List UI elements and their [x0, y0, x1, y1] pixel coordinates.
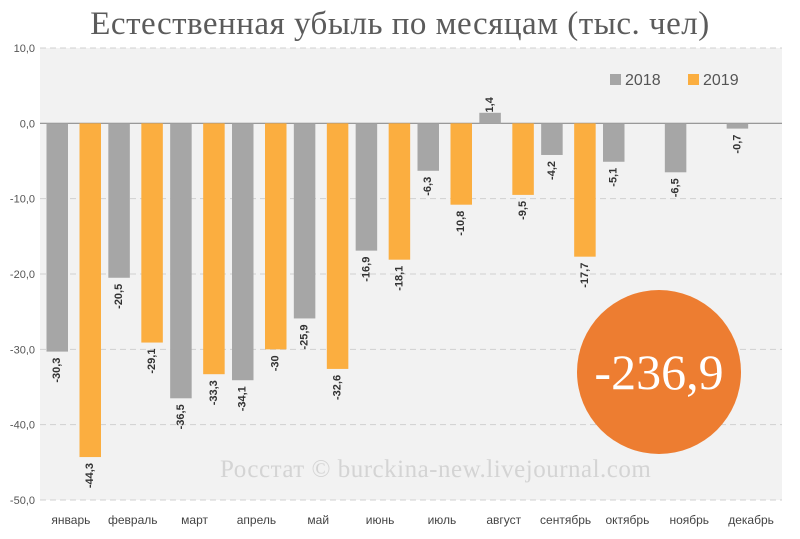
bar-2019 — [450, 123, 472, 205]
data-label: -25,9 — [298, 324, 310, 349]
x-category-label: январь — [51, 513, 90, 527]
bar-2018 — [108, 123, 130, 278]
bar-2019 — [388, 123, 411, 260]
data-label: -30,3 — [51, 358, 63, 383]
data-label: -0,7 — [731, 135, 743, 154]
bar-2019 — [79, 123, 101, 458]
data-label: -36,5 — [175, 404, 187, 429]
data-label: -16,9 — [360, 257, 372, 282]
bar-2019 — [326, 123, 349, 369]
bar-2018 — [664, 123, 687, 173]
data-label: -9,5 — [517, 201, 529, 220]
y-tick-label: 10,0 — [14, 43, 35, 55]
data-label: -6,5 — [669, 178, 681, 197]
y-tick-label: -10,0 — [10, 194, 35, 206]
data-label: -44,3 — [84, 463, 96, 488]
y-tick-label: -50,0 — [10, 495, 35, 507]
bar-2019 — [141, 123, 163, 343]
data-label: -17,7 — [579, 263, 591, 288]
gridlines — [40, 47, 782, 501]
bar-2019 — [203, 123, 225, 375]
bar-2018 — [46, 123, 68, 352]
legend-swatch-2018 — [610, 74, 621, 85]
x-category-label: май — [307, 513, 329, 527]
bar-2018 — [355, 123, 378, 251]
data-label: -34,1 — [237, 386, 249, 411]
x-category-label: октябрь — [605, 513, 649, 527]
bar-2019 — [265, 123, 287, 350]
x-category-label: ноябрь — [669, 513, 709, 527]
data-label: -20,5 — [113, 284, 125, 309]
x-category-label: июль — [428, 513, 457, 527]
bar-2018 — [726, 123, 749, 129]
x-category-label: август — [486, 513, 521, 527]
y-tick-label: -30,0 — [10, 344, 35, 356]
data-label: -18,1 — [393, 266, 405, 291]
data-label: -5,1 — [608, 168, 620, 187]
bar-2018 — [232, 123, 254, 381]
data-label: -33,3 — [208, 380, 220, 405]
x-category-label: февраль — [108, 513, 158, 527]
bar-2018 — [170, 123, 192, 399]
y-axis-ticks: 10,0 0,0 -10,0 -20,0 -30,0 -40,0 -50,0 — [10, 43, 35, 507]
x-category-label: март — [181, 513, 208, 527]
bar-2018 — [541, 123, 563, 155]
data-label: -29,1 — [146, 349, 158, 374]
source-watermark: Росстат © burckina-new.livejournal.com — [220, 456, 652, 483]
bar-series — [46, 112, 749, 458]
y-tick-label: 0,0 — [20, 118, 35, 130]
bar-2018 — [479, 112, 501, 124]
data-label: -4,2 — [546, 161, 558, 180]
bar-2018 — [603, 123, 625, 162]
bar-2019 — [574, 123, 596, 257]
data-label: -6,3 — [422, 177, 434, 196]
x-category-label: июнь — [366, 513, 395, 527]
legend: 2018 2019 — [610, 72, 739, 89]
data-label: -32,6 — [331, 375, 343, 400]
data-labels: -30,3 -20,5 -36,5 -34,1 -25,9 -16,9 -6,3 1,4 -4,… — [51, 96, 743, 488]
legend-label-2019: 2019 — [703, 72, 739, 89]
legend-swatch-2019 — [688, 74, 699, 85]
bar-2019 — [512, 123, 534, 195]
x-category-label: декабрь — [728, 513, 774, 527]
y-tick-label: -20,0 — [10, 269, 35, 281]
data-label: 1,4 — [484, 96, 496, 112]
chart-title: Естественная убыль по месяцам (тыс. чел) — [90, 6, 710, 42]
x-axis-categories: январь февраль март апрель май июнь июль август… — [51, 513, 773, 527]
x-category-label: сентябрь — [540, 513, 591, 527]
data-label: -30 — [270, 355, 282, 371]
bar-2018 — [417, 123, 439, 171]
data-label: -10,8 — [455, 211, 467, 236]
bar-2018 — [293, 123, 316, 319]
total-badge: -236,9 — [577, 290, 741, 454]
legend-label-2018: 2018 — [625, 72, 661, 89]
y-tick-label: -40,0 — [10, 420, 35, 432]
x-category-label: апрель — [237, 513, 276, 527]
